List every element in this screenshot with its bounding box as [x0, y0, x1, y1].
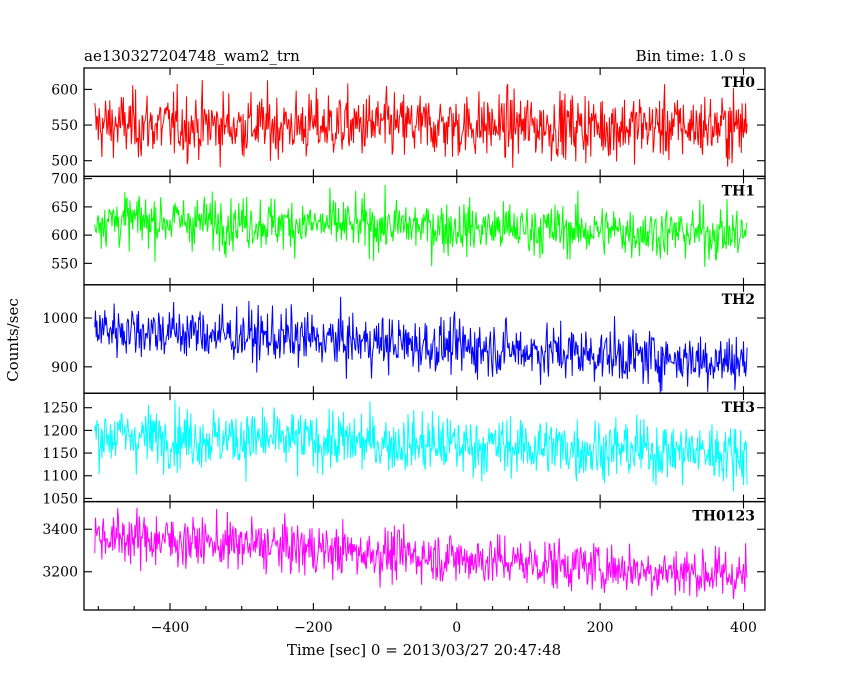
y-tick-label: 600 [51, 82, 78, 98]
series-line-th2 [94, 296, 748, 394]
panel-th2: 900 1000 TH2 [42, 284, 766, 394]
series-line-th3 [94, 399, 748, 492]
x-tick-label: −400 [151, 620, 189, 636]
y-tick-label: 1050 [42, 491, 78, 507]
series-line-th0 [94, 79, 748, 168]
panel-name-label: TH3 [722, 400, 755, 416]
panel-name-label: TH1 [722, 183, 755, 199]
panel-name-label: TH0 [722, 75, 756, 91]
x-tick-label: 0 [452, 620, 461, 636]
series-line-th0123 [94, 507, 748, 600]
panel-name-label: TH0123 [692, 509, 755, 525]
bin-time-label: Bin time: 1.0 s [636, 47, 746, 65]
y-tick-label: 600 [51, 228, 78, 244]
y-tick-label: 1000 [42, 311, 78, 327]
panels-group: 500 550 600 TH0 550 600 650 700 TH1 900 1000 TH2 105… [42, 67, 766, 611]
panel-frame [83, 500, 766, 611]
panel-th0: 500 550 600 TH0 [51, 67, 766, 178]
x-axis-label: Time [sec] 0 = 2013/03/27 20:47:48 [287, 641, 561, 659]
panel-name-label: TH2 [722, 292, 755, 308]
y-tick-label: 700 [51, 172, 78, 188]
y-tick-label: 550 [51, 118, 78, 134]
chart-title: ae130327204748_wam2_trn [84, 47, 300, 65]
y-tick-label: 3400 [42, 522, 78, 538]
x-tick-label: 400 [730, 620, 757, 636]
x-tick-label: −200 [294, 620, 332, 636]
y-tick-label: 550 [51, 256, 78, 272]
y-tick-label: 1200 [42, 423, 78, 439]
panel-th0123: 3200 3400 TH0123 [42, 500, 766, 611]
series-line-th1 [94, 184, 748, 268]
y-tick-label: 650 [51, 200, 78, 216]
y-tick-label: 500 [51, 154, 78, 170]
y-axis-label: Counts/sec [4, 298, 22, 382]
y-tick-label: 3200 [42, 565, 78, 581]
y-tick-label: 900 [51, 360, 78, 376]
panel-th1: 550 600 650 700 TH1 [51, 172, 766, 286]
panel-th3: 1050 1100 1150 1200 1250 TH3 [42, 392, 766, 507]
y-tick-label: 1150 [42, 446, 78, 462]
x-axis: −400 −200 0 200 400 [97, 606, 757, 636]
y-tick-label: 1250 [42, 401, 78, 417]
x-tick-label: 200 [587, 620, 614, 636]
y-tick-label: 1100 [42, 469, 78, 485]
